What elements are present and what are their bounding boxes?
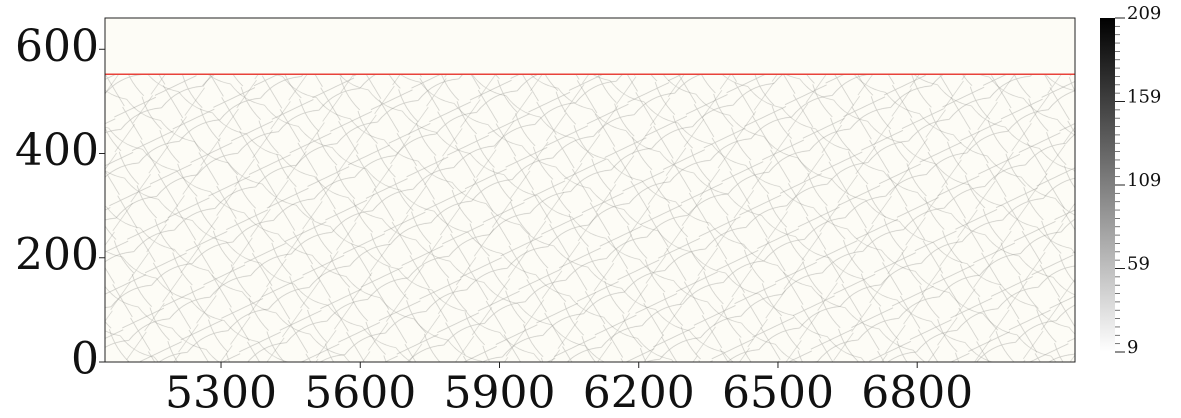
texture: [105, 74, 1075, 362]
x-tick-label: 5900: [444, 368, 556, 418]
x-tick-label: 6800: [861, 368, 973, 418]
x-tick-label: 5300: [165, 368, 277, 418]
colorbar-tick-label: 209: [1127, 3, 1161, 24]
colorbar-tick-label: 109: [1127, 170, 1161, 191]
colorbar-tick-label: 159: [1127, 87, 1161, 108]
colorbar-tick-label: 59: [1127, 254, 1150, 275]
y-tick-label: 400: [15, 125, 99, 176]
colorbar-tick-label: 9: [1127, 337, 1138, 358]
x-tick-label: 5600: [304, 368, 416, 418]
x-tick-label: 6200: [583, 368, 695, 418]
heatmap-texture: [105, 74, 1075, 362]
y-tick-label: 200: [15, 229, 99, 280]
plot-frame: [104, 17, 1076, 363]
x-tick-label: 6500: [722, 368, 834, 418]
colorbar: [1100, 18, 1115, 352]
y-tick-label: 0: [71, 334, 99, 385]
y-tick-label: 600: [15, 21, 99, 72]
